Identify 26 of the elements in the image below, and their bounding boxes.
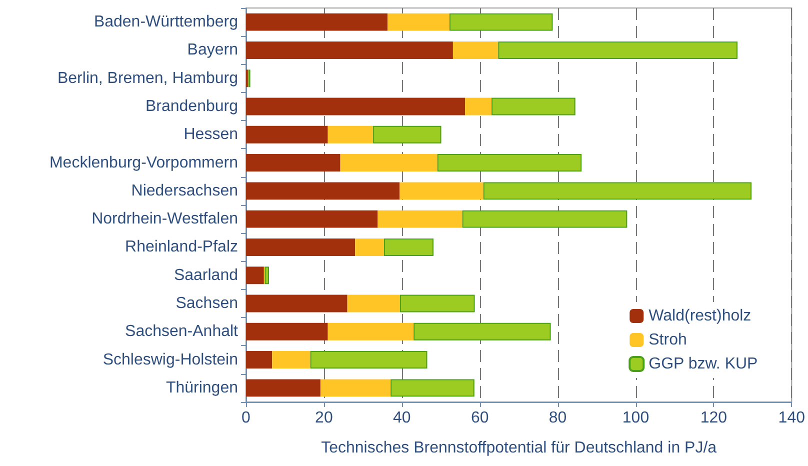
y-tick-label: Saarland bbox=[174, 266, 238, 284]
x-tick-label: 120 bbox=[700, 410, 728, 426]
x-axis-title: Technisches Brennstoffpotential für Deutschland in PJ/a bbox=[321, 440, 717, 456]
legend-label: Wald(rest)holz bbox=[648, 308, 752, 324]
legend-label: GGP bzw. KUP bbox=[648, 356, 758, 372]
x-tick-label: 40 bbox=[393, 410, 411, 426]
y-tick-label: Hessen bbox=[184, 126, 238, 144]
x-tick-label: 60 bbox=[470, 410, 489, 426]
legend-label: Stroh bbox=[648, 332, 687, 348]
y-tick-label: Niedersachsen bbox=[131, 182, 238, 200]
y-tick-label: Mecklenburg-Vorpommern bbox=[49, 154, 238, 172]
y-tick-label: Brandenburg bbox=[145, 98, 238, 115]
y-tick-label: Rheinland-Pfalz bbox=[125, 238, 238, 256]
y-tick-label: Baden-Württemberg bbox=[94, 14, 238, 31]
x-tick-label: 0 bbox=[242, 410, 251, 426]
y-tick-label: Sachsen bbox=[176, 295, 238, 312]
x-tick-label: 80 bbox=[548, 410, 567, 426]
x-tick-label: 140 bbox=[778, 410, 806, 426]
y-tick-label: Sachsen-Anhalt bbox=[125, 323, 239, 340]
y-tick-label: Berlin, Bremen, Hamburg bbox=[57, 70, 238, 87]
y-tick-label: Thüringen bbox=[166, 379, 238, 396]
y-tick-label: Nordrhein-Westfalen bbox=[92, 210, 238, 228]
y-tick-label: Schleswig-Holstein bbox=[102, 351, 238, 368]
y-tick-label: Bayern bbox=[187, 42, 238, 59]
x-tick-label: 20 bbox=[315, 410, 333, 426]
x-tick-label: 100 bbox=[622, 410, 650, 426]
